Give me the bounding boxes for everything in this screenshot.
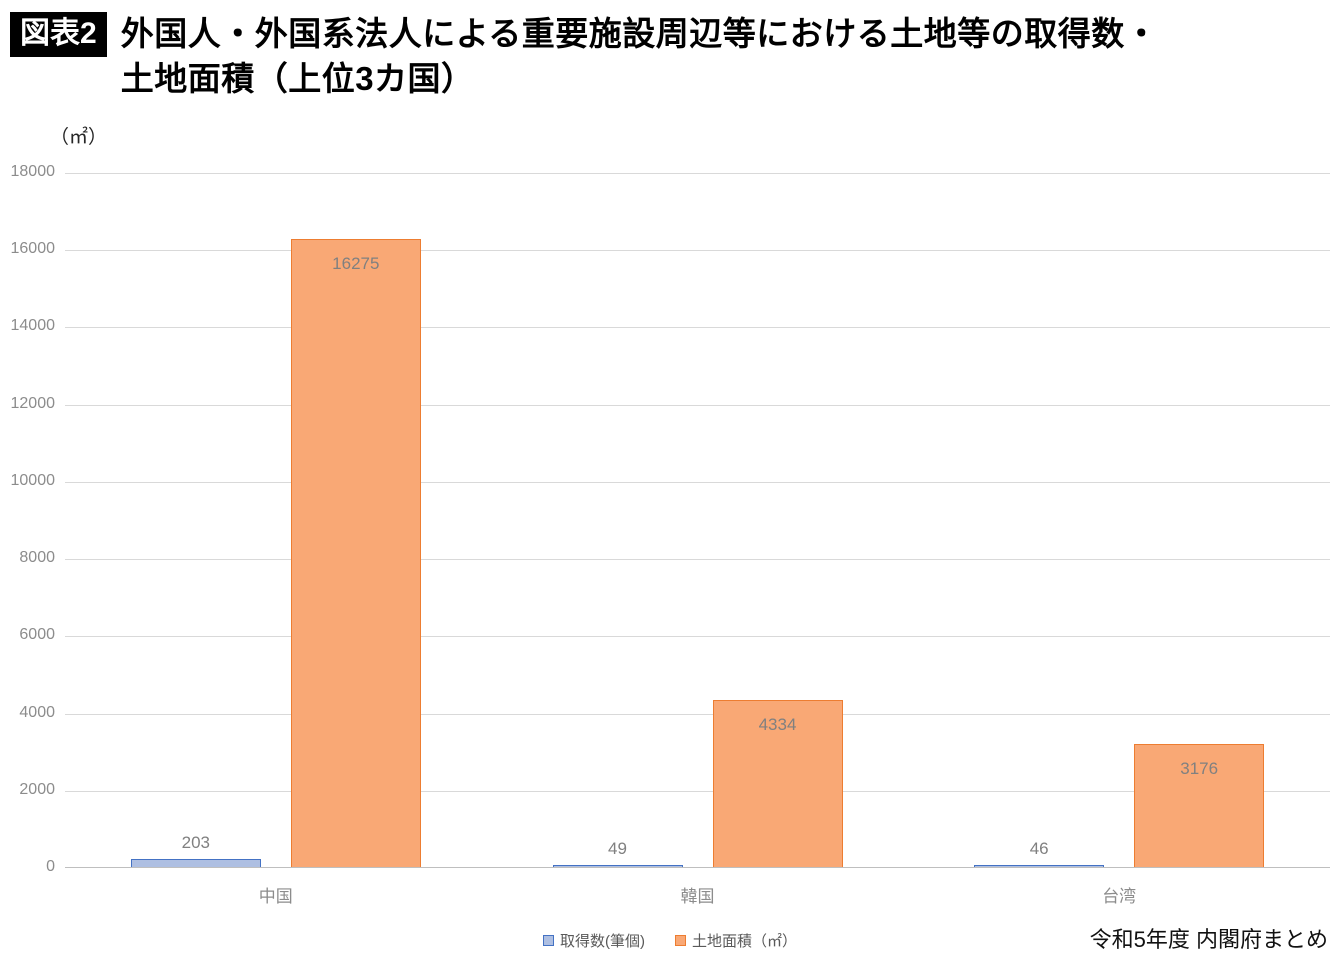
- legend-label: 取得数(筆個): [559, 933, 645, 950]
- gridline: [65, 636, 1330, 638]
- bar-value-label: 49: [608, 839, 627, 859]
- bar-area-韓国: [712, 699, 843, 867]
- figure-title-line1: 外国人・外国系法人による重要施設周辺等における土地等の取得数・: [120, 15, 1159, 52]
- bar-count-台湾: [974, 865, 1105, 867]
- legend-item: 取得数(筆個): [542, 930, 645, 951]
- figure-badge: 図表2: [10, 12, 107, 57]
- legend-marker: [542, 935, 554, 946]
- gridline: [65, 327, 1330, 329]
- bar-value-label: 4334: [758, 714, 797, 734]
- gridline: [65, 790, 1330, 792]
- x-category-label: 韓国: [680, 887, 715, 906]
- gridline: [65, 173, 1330, 174]
- y-tick-label: 16000: [10, 240, 56, 258]
- figure-header: 図表2 外国人・外国系法人による重要施設周辺等における土地等の取得数・ 土地面積…: [10, 12, 1158, 102]
- bar-value-label: 16275: [332, 253, 380, 273]
- x-category-label: 中国: [258, 887, 293, 906]
- source-note: 令和5年度 内閣府まとめ: [1089, 927, 1328, 952]
- unit-label: （㎡）: [50, 127, 108, 148]
- legend-label: 土地面積（㎡）: [691, 933, 797, 950]
- bar-area-中国: [290, 238, 421, 867]
- y-tick-label: 14000: [10, 317, 56, 335]
- gridline: [65, 481, 1330, 483]
- gridline: [65, 250, 1330, 252]
- y-tick-label: 0: [46, 858, 55, 875]
- legend: 取得数(筆個) 土地面積（㎡）: [0, 930, 1340, 951]
- bar-count-中国: [130, 859, 261, 867]
- bar-value-label: 203: [181, 833, 210, 853]
- gridline: [65, 713, 1330, 715]
- y-tick-label: 6000: [19, 626, 55, 644]
- gridline: [65, 404, 1330, 406]
- plot-area: 203 16275 49 4334 46 3176: [65, 173, 1330, 868]
- x-axis-labels: 中国 韓国 台湾: [65, 882, 1330, 908]
- y-tick-label: 12000: [10, 394, 56, 412]
- bar-area-台湾: [1134, 744, 1265, 867]
- figure-title-line2: 土地面積（上位3カ国）: [120, 59, 475, 97]
- bar-value-label: 3176: [1180, 759, 1219, 779]
- legend-item: 土地面積（㎡）: [674, 930, 797, 951]
- y-axis-labels: 0 2000 4000 6000 8000 10000 12000 14000 16000 180…: [0, 163, 56, 875]
- figure-title: 外国人・外国系法人による重要施設周辺等における土地等の取得数・ 土地面積（上位3…: [121, 12, 1159, 102]
- y-tick-label: 18000: [10, 163, 56, 180]
- y-tick-label: 8000: [19, 549, 55, 567]
- legend-marker: [674, 935, 686, 946]
- bar-count-韓国: [552, 865, 683, 867]
- y-tick-label: 10000: [10, 471, 56, 489]
- x-category-label: 台湾: [1102, 887, 1137, 906]
- gridline: [65, 559, 1330, 561]
- y-tick-label: 4000: [19, 703, 55, 721]
- bar-value-label: 46: [1029, 839, 1049, 859]
- y-tick-label: 2000: [19, 780, 55, 798]
